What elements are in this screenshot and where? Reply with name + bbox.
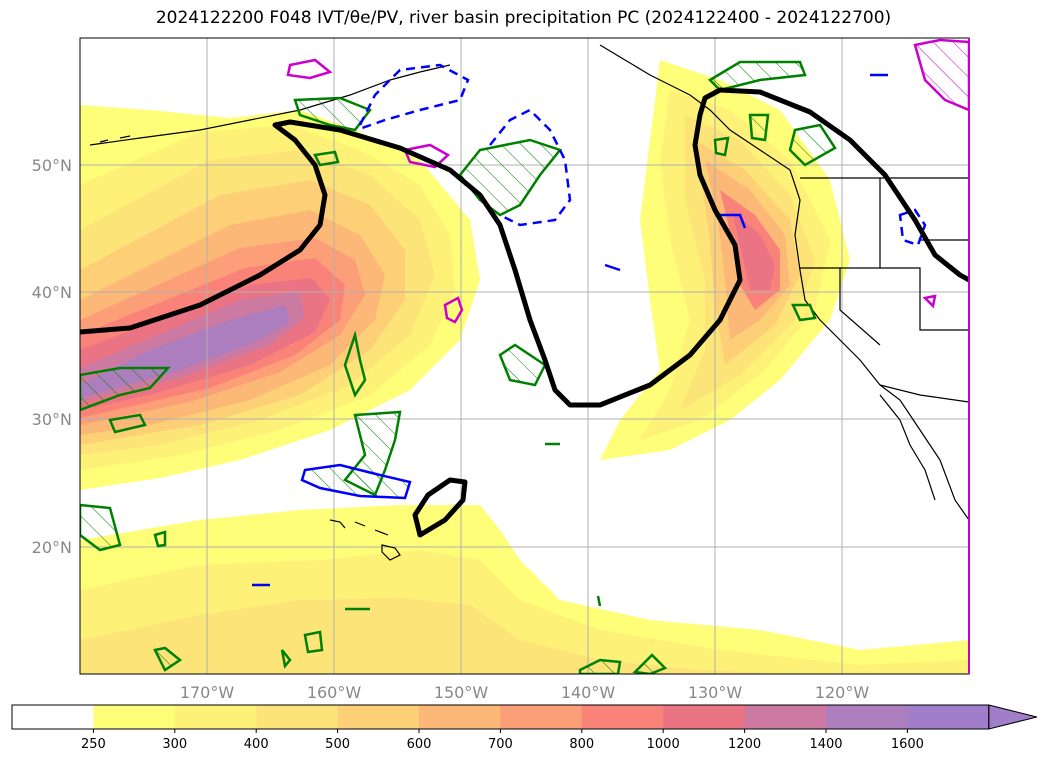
pv-contour-23 — [596, 595, 602, 607]
alaska-panhandle — [599, 44, 791, 171]
pv-contour-2 — [293, 96, 372, 132]
pv-contour-8 — [748, 113, 770, 142]
precip-contours — [286, 38, 969, 324]
hawaii-4 — [381, 544, 401, 561]
ivt-east-1000 — [732, 210, 775, 290]
colorbar-segment — [12, 705, 94, 729]
pv-contour-14 — [313, 150, 340, 167]
theta-contour-loop — [412, 477, 468, 538]
baja-coast — [879, 394, 936, 501]
neg-pv-contours — [252, 63, 927, 587]
precip-contour-1 — [286, 58, 333, 80]
colorbar-segment — [93, 705, 176, 729]
pv-contour-13 — [343, 330, 367, 398]
map-content — [80, 38, 969, 674]
pv-contour-12 — [153, 646, 183, 672]
pv-contours — [80, 60, 837, 674]
neg-pv-small-3 — [604, 263, 621, 272]
lon-tick: 160°W — [307, 683, 362, 702]
neg-pv-dashed-1 — [358, 63, 470, 130]
coastlines — [89, 44, 969, 561]
precip-contour-4 — [913, 38, 969, 112]
theta-contour-main — [80, 87, 969, 408]
colorbar-segment — [826, 705, 908, 729]
hawaii-1 — [329, 519, 346, 529]
lat-tick: 40°N — [32, 283, 72, 302]
pv-contour-18 — [153, 530, 167, 548]
mexico-border — [879, 384, 969, 403]
colorbar-segment — [581, 705, 664, 729]
aleutian-1 — [99, 139, 109, 143]
pv-contour-10 — [578, 658, 622, 674]
colorbar-level-label: 700 — [488, 737, 513, 752]
ivt-south-400 — [80, 598, 800, 674]
lon-tick: 120°W — [815, 683, 870, 702]
lon-tick: 150°W — [434, 683, 489, 702]
pv-contour-20 — [791, 303, 817, 322]
theta-contours — [80, 87, 969, 538]
longitude-ticks: 170°W 160°W 150°W 140°W 130°W 120°W — [180, 683, 870, 702]
colorbar-level-label: 250 — [81, 737, 106, 752]
lon-tick: 140°W — [561, 683, 616, 702]
pv-contour-1 — [80, 366, 171, 412]
colorbar-extend-arrow — [988, 704, 1037, 730]
pv-contour-17 — [280, 649, 292, 669]
colorbar-segment — [256, 705, 339, 729]
pv-contour-7 — [788, 123, 837, 167]
neg-pv-small-4 — [720, 213, 747, 229]
pv-contour-9 — [80, 503, 122, 552]
figure-title: 2024122200 F048 IVT/θe/PV, river basin p… — [155, 8, 892, 28]
pv-contour-11 — [632, 653, 668, 674]
colorbar-level-label: 300 — [162, 737, 187, 752]
pv-contour-5 — [498, 343, 547, 387]
north-america-coast — [789, 169, 969, 521]
pv-contour-15 — [108, 413, 147, 434]
colorbar-level-label: 400 — [244, 737, 269, 752]
lat-tick: 20°N — [32, 538, 72, 557]
colorbar-level-label: 1200 — [728, 737, 761, 752]
colorbar-segment — [663, 705, 746, 729]
colorbar-level-label: 800 — [569, 737, 594, 752]
colorbar-segment — [337, 705, 420, 729]
lon-tick: 170°W — [180, 683, 235, 702]
colorbar-level-label: 1400 — [809, 737, 842, 752]
colorbar-level-label: 600 — [407, 737, 432, 752]
colorbar-level-label: 1000 — [647, 737, 680, 752]
aleutian-2 — [119, 135, 131, 139]
precip-contour-2 — [403, 143, 451, 169]
neg-pv-solid-1 — [300, 463, 412, 500]
state-border-4 — [839, 268, 881, 346]
pv-contour-16 — [303, 630, 324, 654]
pv-contour-19 — [713, 136, 730, 157]
lat-tick: 30°N — [32, 410, 72, 429]
colorbar-segment — [744, 705, 827, 729]
colorbar-level-label: 500 — [325, 737, 350, 752]
colorbar-segment — [500, 705, 583, 729]
colorbar-level-label: 1600 — [891, 737, 924, 752]
state-border-2 — [880, 267, 969, 331]
lon-tick: 130°W — [688, 683, 743, 702]
colorbar-segment — [419, 705, 501, 729]
precip-contour-5 — [922, 294, 937, 309]
hawaii-2 — [354, 521, 366, 527]
latitude-ticks: 50°N 40°N 30°N 20°N — [32, 156, 72, 557]
colorbar: 250 300 400 500 600 700 800 1000 1200 1400 1600 — [11, 704, 1037, 752]
colorbar-segment — [907, 705, 990, 729]
hawaii-3 — [374, 529, 389, 536]
colorbar-segment — [174, 705, 257, 729]
neg-pv-dashed-3 — [898, 208, 927, 247]
lat-tick: 50°N — [32, 156, 72, 175]
precip-contour-3 — [443, 296, 464, 324]
